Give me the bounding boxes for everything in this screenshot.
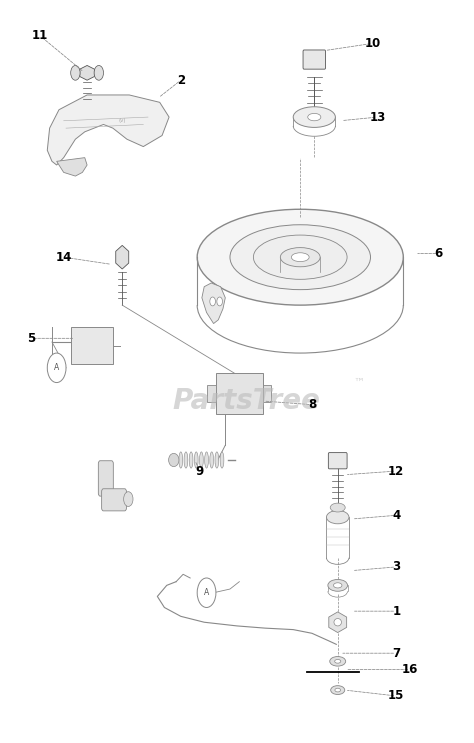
FancyBboxPatch shape [98, 461, 113, 496]
Text: 14: 14 [55, 250, 72, 264]
Ellipse shape [328, 580, 347, 591]
Ellipse shape [334, 618, 341, 626]
Ellipse shape [197, 210, 403, 305]
Ellipse shape [184, 452, 188, 468]
Text: A: A [54, 363, 59, 372]
Ellipse shape [215, 452, 219, 468]
Text: PartsTree: PartsTree [173, 387, 320, 415]
Text: 5: 5 [27, 332, 35, 345]
FancyBboxPatch shape [208, 385, 216, 403]
Ellipse shape [280, 247, 320, 267]
Circle shape [47, 353, 66, 383]
Circle shape [197, 578, 216, 608]
Ellipse shape [331, 686, 345, 695]
Ellipse shape [292, 253, 309, 262]
Text: 16: 16 [402, 663, 419, 676]
Ellipse shape [210, 452, 214, 468]
Ellipse shape [189, 452, 193, 468]
Text: 1: 1 [392, 605, 401, 617]
Ellipse shape [335, 660, 341, 663]
Text: 15: 15 [388, 690, 404, 702]
Polygon shape [329, 612, 346, 632]
FancyBboxPatch shape [71, 327, 113, 364]
Circle shape [94, 65, 103, 80]
Text: 9: 9 [195, 464, 204, 478]
Text: 6: 6 [434, 247, 443, 260]
Circle shape [124, 492, 133, 507]
FancyBboxPatch shape [303, 50, 326, 69]
FancyBboxPatch shape [328, 452, 347, 469]
Polygon shape [47, 95, 169, 165]
Text: A: A [204, 588, 209, 597]
Ellipse shape [327, 510, 349, 524]
Text: 11: 11 [32, 30, 48, 42]
Ellipse shape [230, 224, 371, 290]
Text: 3: 3 [392, 560, 401, 574]
Ellipse shape [194, 452, 198, 468]
Ellipse shape [169, 453, 179, 467]
Circle shape [71, 65, 80, 80]
Ellipse shape [330, 657, 346, 666]
Text: 4: 4 [392, 509, 401, 522]
Ellipse shape [330, 503, 345, 512]
Ellipse shape [334, 583, 342, 588]
Ellipse shape [205, 452, 209, 468]
Text: 10: 10 [365, 37, 381, 50]
Ellipse shape [179, 452, 182, 468]
Ellipse shape [293, 107, 336, 127]
Polygon shape [202, 283, 225, 323]
Text: (v): (v) [118, 118, 126, 123]
Ellipse shape [308, 114, 321, 121]
Ellipse shape [220, 452, 224, 468]
Text: 13: 13 [369, 111, 386, 123]
Text: 7: 7 [392, 646, 401, 660]
FancyBboxPatch shape [101, 489, 127, 511]
Text: 2: 2 [177, 74, 185, 87]
Circle shape [217, 297, 222, 306]
Circle shape [210, 297, 216, 306]
Ellipse shape [335, 688, 340, 692]
Polygon shape [80, 65, 94, 80]
Text: ™: ™ [353, 377, 365, 388]
FancyBboxPatch shape [216, 373, 263, 414]
Ellipse shape [200, 452, 203, 468]
FancyBboxPatch shape [263, 385, 271, 403]
Polygon shape [57, 158, 87, 176]
Text: 12: 12 [388, 464, 404, 478]
Ellipse shape [254, 235, 347, 279]
Text: 8: 8 [308, 398, 316, 411]
Polygon shape [116, 245, 129, 269]
